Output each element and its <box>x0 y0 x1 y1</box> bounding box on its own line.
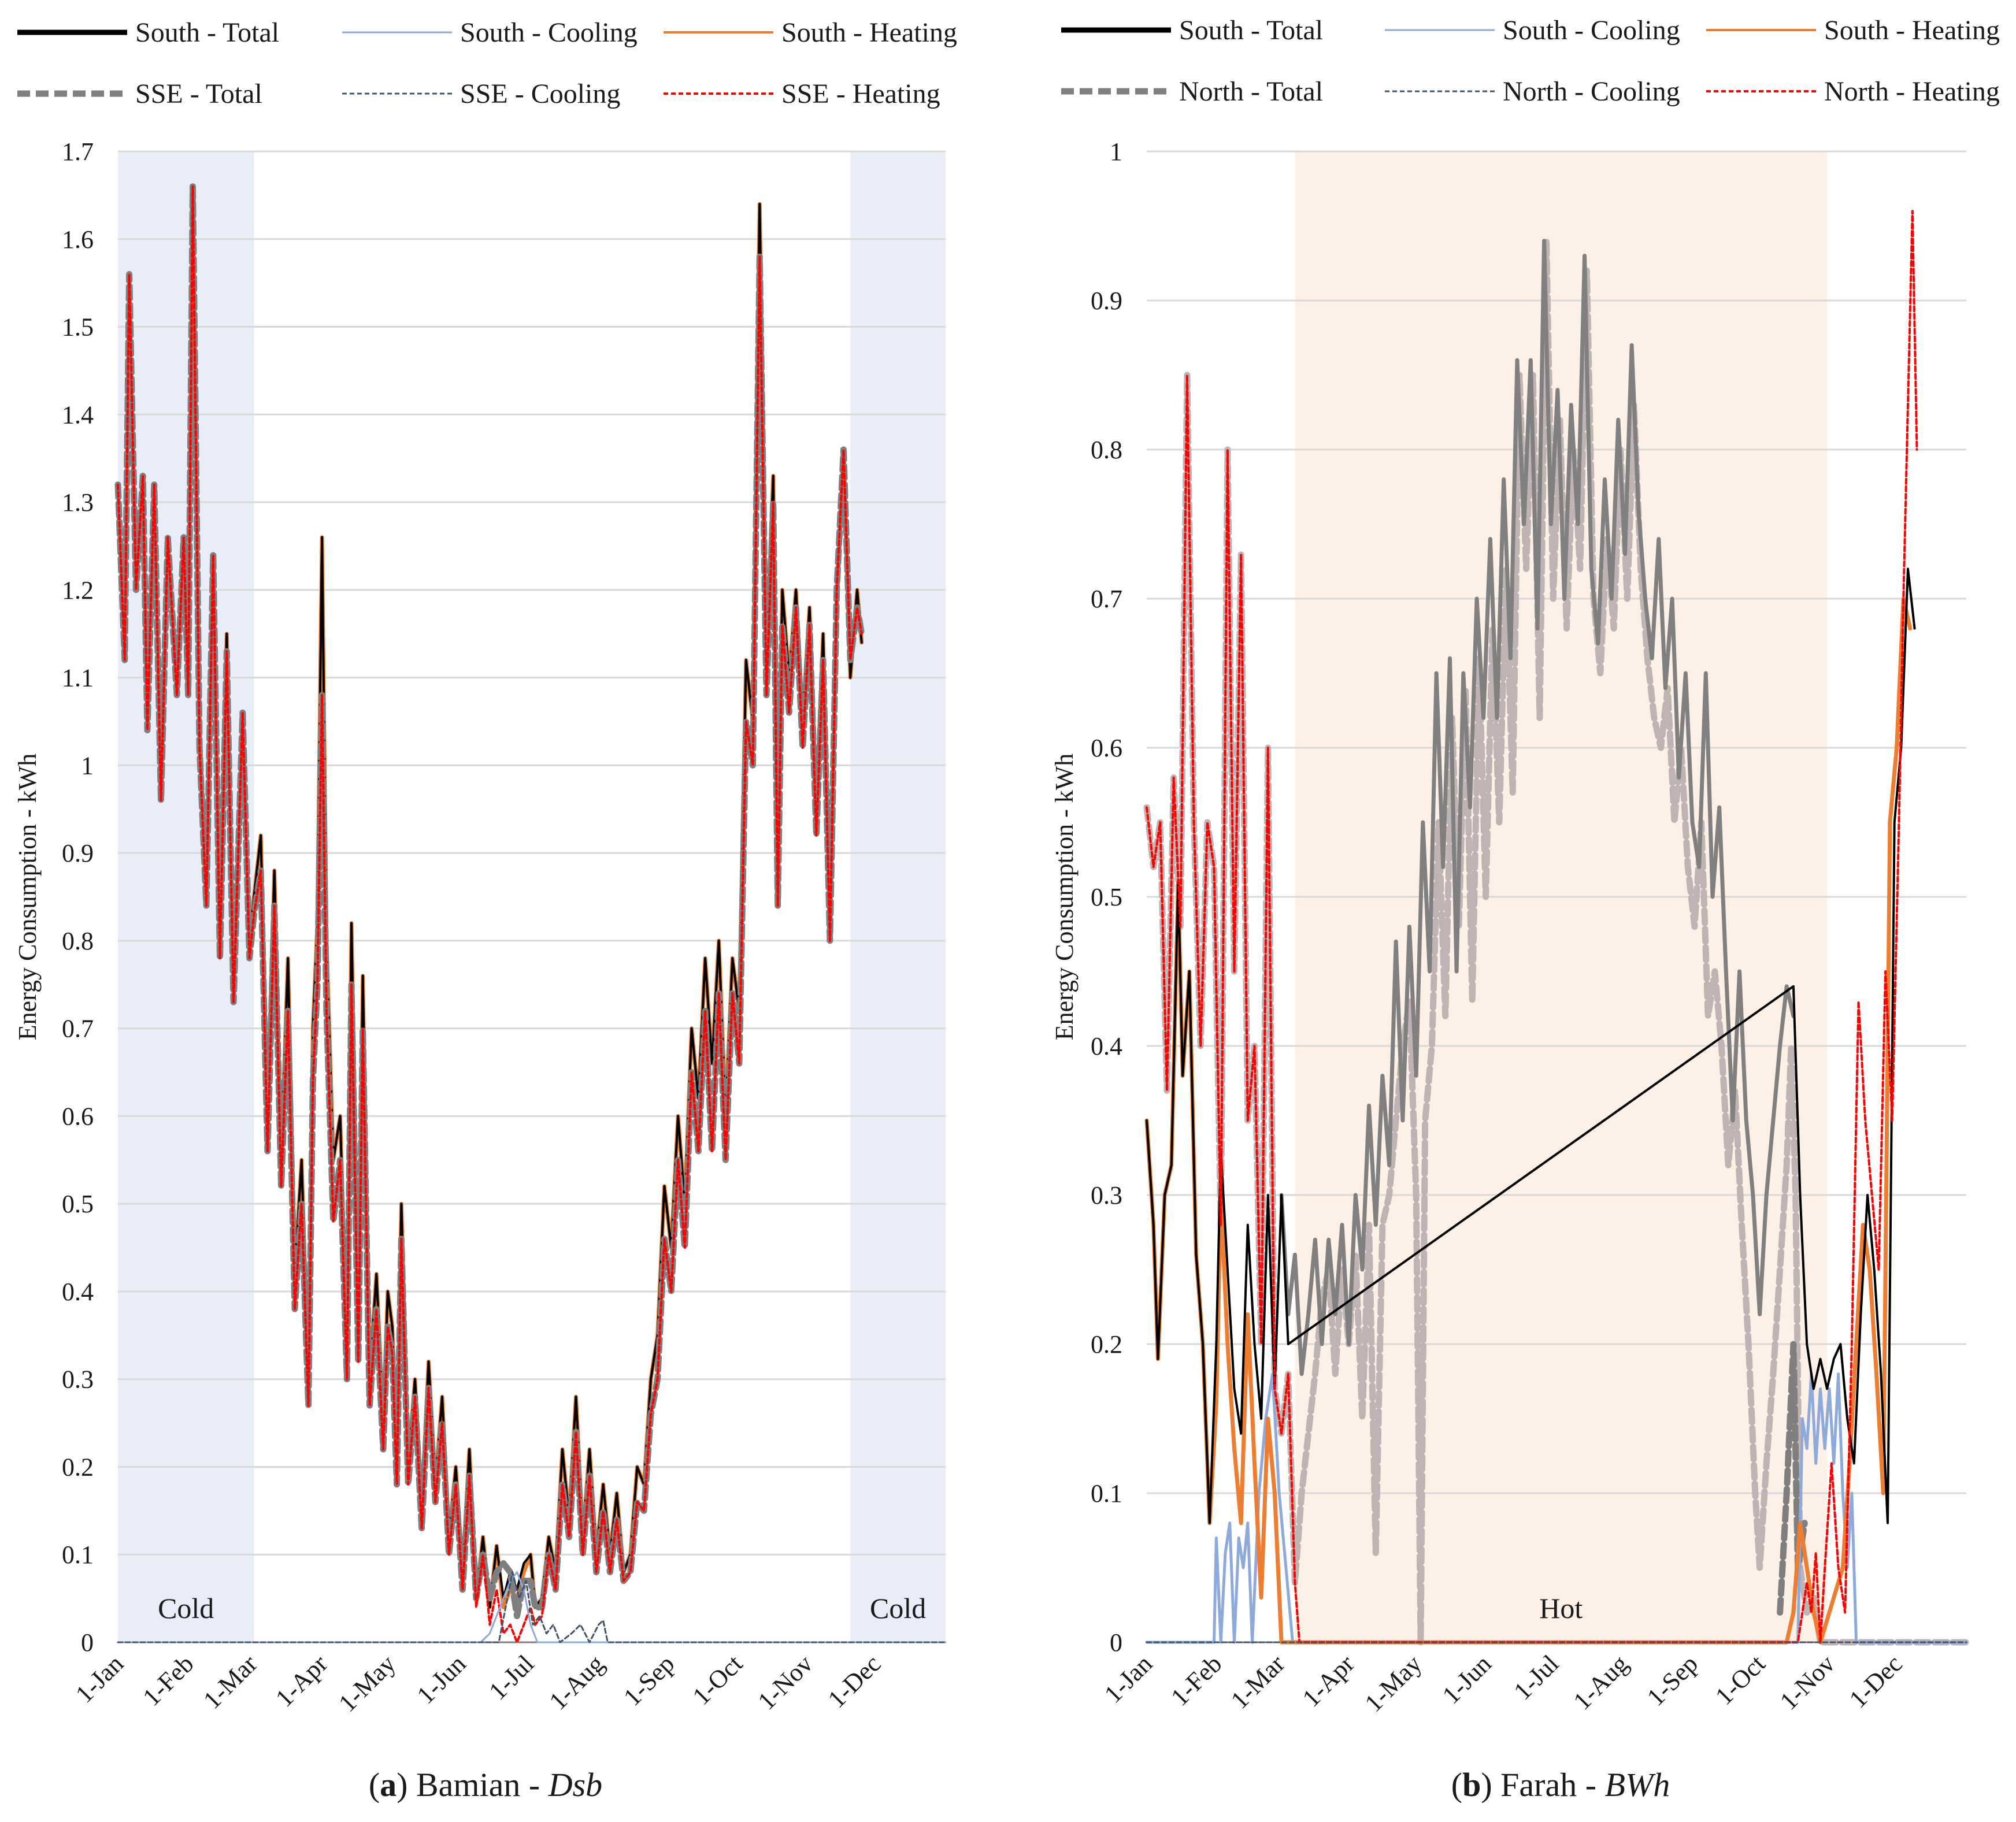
legend-label: South - Cooling <box>460 17 638 48</box>
caption-part: ) Farah - <box>1481 1766 1604 1804</box>
figure-caption: (b) Farah - BWh <box>1451 1766 1670 1804</box>
y-tick-label: 1.3 <box>62 488 94 517</box>
y-tick-label: 1.6 <box>62 225 94 254</box>
y-tick-label: 1.4 <box>62 400 94 429</box>
x-tick-label: 1-Mar <box>1225 1649 1291 1715</box>
y-tick-label: 0.5 <box>1091 883 1122 911</box>
legend-label: North - Total <box>1179 76 1323 107</box>
y-tick-label: 0.3 <box>1091 1181 1122 1209</box>
legend-label: SSE - Total <box>135 79 262 109</box>
y-tick-label: 1 <box>81 751 94 780</box>
y-tick-label: 0.3 <box>62 1365 94 1394</box>
y-tick-label: 0.1 <box>1091 1479 1122 1508</box>
series-line <box>117 1571 947 1643</box>
season-band-label: Hot <box>1539 1592 1583 1624</box>
series-line <box>1279 239 1796 1376</box>
x-tick-label: 1-Dec <box>822 1649 887 1713</box>
y-tick-label: 0 <box>1110 1628 1122 1657</box>
y-tick-label: 0.8 <box>62 927 94 955</box>
legend-label: SSE - Cooling <box>460 79 620 109</box>
season-band-label: Cold <box>158 1592 214 1624</box>
x-tick-label: 1-May <box>333 1649 401 1717</box>
x-tick-label: 1-May <box>1359 1649 1428 1717</box>
series-line <box>117 185 863 1643</box>
x-tick-label: 1-Sep <box>1641 1649 1703 1711</box>
y-tick-label: 0.5 <box>62 1190 94 1218</box>
x-tick-label: 1-Aug <box>544 1649 610 1715</box>
y-tick-label: 0.6 <box>1091 734 1122 762</box>
series-line <box>1146 567 1916 1524</box>
x-tick-label: 1-Aug <box>1568 1649 1634 1715</box>
caption-part: b <box>1462 1766 1481 1804</box>
season-band-label: Cold <box>870 1592 926 1624</box>
y-axis-label: Energy Consumption - kWh <box>1050 754 1079 1041</box>
caption-part: ( <box>369 1766 380 1804</box>
y-tick-label: 0.9 <box>62 839 94 867</box>
x-tick-label: 1-Oct <box>1710 1649 1770 1710</box>
x-tick-label: 1-Jul <box>483 1649 539 1705</box>
legend-label: North - Cooling <box>1503 76 1680 107</box>
y-tick-label: 1.7 <box>62 138 94 166</box>
series-line <box>1146 210 1918 1643</box>
x-tick-label: 1-Jun <box>412 1649 472 1709</box>
y-tick-label: 0.7 <box>62 1015 94 1043</box>
y-tick-label: 0.8 <box>1091 436 1122 464</box>
chart-panel-b: 00.10.20.30.40.50.60.70.80.911-Jan 1-Feb1… <box>1050 15 2000 1804</box>
caption-part: ( <box>1451 1766 1462 1804</box>
y-tick-label: 0.2 <box>1091 1330 1122 1359</box>
figure-caption: (a) Bamian - Dsb <box>369 1766 602 1804</box>
x-tick-label: 1-Jan <box>70 1649 129 1708</box>
x-tick-label: 1-Sep <box>618 1649 680 1711</box>
x-tick-label: 1-Jul <box>1508 1649 1564 1705</box>
caption-part: Dsb <box>548 1766 602 1804</box>
x-tick-label: 1-Mar <box>198 1649 263 1715</box>
x-tick-label: 1-Nov <box>1774 1649 1840 1715</box>
x-tick-label: 1-Feb <box>137 1649 199 1711</box>
legend-label: South - Total <box>135 17 279 48</box>
x-tick-label: 1-Dec <box>1844 1649 1908 1713</box>
y-tick-label: 0.2 <box>62 1453 94 1481</box>
caption-part: a <box>380 1766 396 1804</box>
y-tick-label: 1.5 <box>62 313 94 342</box>
y-tick-label: 0.4 <box>62 1278 94 1306</box>
caption-part: ) Bamian - <box>396 1766 549 1804</box>
x-tick-label: 1-Apr <box>270 1649 333 1712</box>
x-tick-label: 1-Apr <box>1297 1649 1360 1712</box>
y-tick-label: 1.2 <box>62 576 94 604</box>
legend-label: South - Cooling <box>1503 15 1680 46</box>
x-tick-label: 1-Jun <box>1437 1649 1497 1709</box>
legend-label: South - Heating <box>781 17 957 48</box>
y-tick-label: 0.6 <box>62 1102 94 1130</box>
chart-panel-a: 0 0.1 0.2 0.3 0.4 0.5 0.6 0.7 0.8 0.9 1 1.1 1.2 1.3 1.… <box>13 17 957 1804</box>
x-tick-label: 1-Feb <box>1165 1649 1227 1711</box>
season-band <box>850 151 946 1642</box>
legend-label: SSE - Heating <box>781 79 940 109</box>
x-tick-label: 1-Nov <box>753 1649 818 1715</box>
y-tick-label: 1.1 <box>62 664 94 692</box>
x-tick-label: 1-Oct <box>687 1649 748 1710</box>
y-tick-label: 0.1 <box>62 1541 94 1569</box>
legend-label: South - Heating <box>1824 15 2000 46</box>
y-tick-label: 0.9 <box>1091 287 1122 315</box>
legend-label: South - Total <box>1179 15 1323 46</box>
y-tick-label: 1 <box>1110 138 1122 166</box>
legend-label: North - Heating <box>1824 76 2000 107</box>
y-tick-label: 0.4 <box>1091 1032 1122 1060</box>
y-tick-label: 0 <box>81 1628 94 1657</box>
y-axis-label: Energy Consumption - kWh <box>13 754 42 1041</box>
caption-part: BWh <box>1605 1766 1670 1804</box>
y-tick-label: 0.7 <box>1091 585 1122 613</box>
x-tick-label: 1-Jan <box>1099 1649 1158 1708</box>
